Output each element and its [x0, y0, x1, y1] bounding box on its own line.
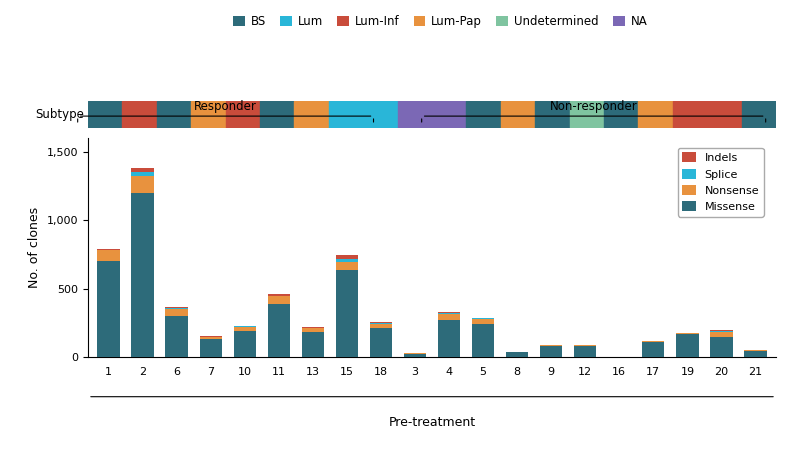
Bar: [336, 259, 358, 262]
Bar: [438, 312, 460, 313]
Bar: [574, 346, 596, 357]
Bar: [710, 337, 733, 357]
Bar: [268, 294, 290, 295]
Bar: [199, 337, 222, 339]
Bar: [438, 314, 460, 320]
Bar: [131, 172, 154, 176]
Text: Responder: Responder: [194, 100, 257, 113]
Bar: [226, 101, 260, 128]
Bar: [535, 101, 570, 128]
Bar: [570, 101, 604, 128]
Bar: [638, 101, 673, 128]
Bar: [710, 330, 733, 331]
Bar: [506, 353, 528, 357]
Legend: BS, Lum, Lum-Inf, Lum-Pap, Undetermined, NA: BS, Lum, Lum-Inf, Lum-Pap, Undetermined,…: [228, 11, 652, 33]
Bar: [574, 345, 596, 346]
Bar: [294, 101, 329, 128]
Bar: [370, 322, 392, 323]
Bar: [98, 262, 119, 357]
Bar: [745, 351, 766, 357]
Bar: [404, 353, 426, 354]
Bar: [98, 249, 119, 251]
Bar: [370, 328, 392, 357]
Text: Pre-treatment: Pre-treatment: [389, 416, 475, 430]
Bar: [234, 327, 256, 331]
Bar: [166, 316, 188, 357]
Bar: [260, 101, 294, 128]
Bar: [131, 168, 154, 172]
Bar: [370, 323, 392, 324]
Bar: [742, 101, 776, 128]
Bar: [157, 101, 191, 128]
Bar: [268, 296, 290, 304]
Bar: [268, 295, 290, 296]
Bar: [673, 101, 707, 128]
Bar: [191, 101, 226, 128]
Bar: [336, 255, 358, 259]
Bar: [398, 101, 432, 128]
Bar: [234, 331, 256, 357]
Bar: [98, 251, 119, 262]
Legend: Indels, Splice, Nonsense, Missense: Indels, Splice, Nonsense, Missense: [678, 148, 763, 217]
Bar: [472, 319, 494, 324]
Bar: [88, 101, 122, 128]
Bar: [302, 327, 324, 328]
Bar: [166, 307, 188, 308]
Bar: [302, 332, 324, 357]
Y-axis label: No. of clones: No. of clones: [28, 207, 42, 288]
Bar: [336, 270, 358, 357]
Bar: [604, 101, 638, 128]
Bar: [336, 262, 358, 270]
Bar: [438, 313, 460, 314]
Bar: [363, 101, 398, 128]
Bar: [122, 101, 157, 128]
Bar: [199, 336, 222, 337]
Bar: [472, 318, 494, 319]
Bar: [329, 101, 363, 128]
Bar: [199, 339, 222, 357]
Bar: [676, 334, 698, 357]
Bar: [131, 176, 154, 193]
Bar: [745, 350, 766, 351]
Bar: [710, 331, 733, 332]
Bar: [707, 101, 742, 128]
Text: Non-responder: Non-responder: [550, 100, 638, 113]
Bar: [472, 317, 494, 318]
Bar: [466, 101, 501, 128]
Bar: [506, 352, 528, 353]
Bar: [540, 345, 562, 346]
Bar: [432, 101, 466, 128]
Bar: [166, 308, 188, 309]
Y-axis label: Subtype: Subtype: [36, 108, 85, 121]
Bar: [642, 342, 665, 357]
Bar: [501, 101, 535, 128]
Bar: [131, 193, 154, 357]
Bar: [676, 333, 698, 334]
Bar: [472, 324, 494, 357]
Bar: [268, 304, 290, 357]
Bar: [370, 324, 392, 328]
Bar: [540, 346, 562, 357]
Bar: [710, 332, 733, 337]
Bar: [404, 354, 426, 357]
Bar: [302, 328, 324, 332]
Bar: [234, 326, 256, 327]
Bar: [438, 320, 460, 357]
Bar: [166, 309, 188, 316]
